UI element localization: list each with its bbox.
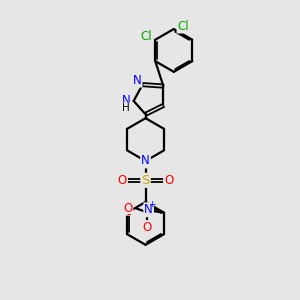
Text: O: O	[164, 174, 173, 187]
Text: S: S	[141, 174, 150, 187]
Text: Cl: Cl	[140, 30, 152, 43]
Text: N: N	[144, 203, 153, 216]
Text: O: O	[118, 174, 127, 187]
Text: O: O	[142, 221, 152, 234]
Text: -: -	[127, 208, 131, 221]
Text: +: +	[148, 200, 156, 209]
Text: O: O	[123, 202, 132, 215]
Text: N: N	[141, 154, 150, 167]
Text: N: N	[122, 94, 130, 107]
Text: Cl: Cl	[178, 20, 189, 33]
Text: H: H	[122, 103, 130, 113]
Text: N: N	[133, 74, 142, 87]
